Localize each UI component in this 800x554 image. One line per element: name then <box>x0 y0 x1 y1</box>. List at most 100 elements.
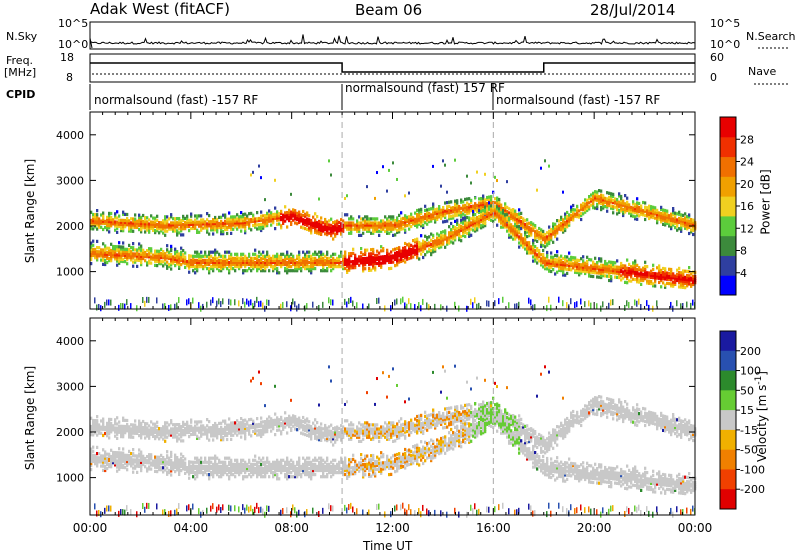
power-cell <box>470 198 473 202</box>
velocity-cell <box>92 418 95 423</box>
power-cell <box>396 251 399 255</box>
power-cell <box>214 222 217 226</box>
power-cell <box>508 225 511 229</box>
power-cell <box>564 255 567 259</box>
power-cell <box>548 233 551 237</box>
power-cell <box>412 249 415 253</box>
velocity-cell <box>124 424 127 429</box>
velocity-cell <box>196 458 199 462</box>
power-cell <box>466 209 469 213</box>
power-cell <box>166 254 169 258</box>
velocity-cell <box>96 460 99 464</box>
velocity-cell <box>194 424 197 428</box>
power-cell <box>318 221 321 226</box>
power-cell <box>116 263 119 267</box>
power-cell <box>404 224 407 228</box>
power-cell <box>516 215 519 219</box>
power-cell <box>532 238 535 243</box>
power-cell <box>142 224 145 228</box>
power-cell <box>630 279 633 283</box>
power-cell <box>242 223 245 227</box>
velocity-cell <box>164 421 167 425</box>
power-cell <box>584 204 587 208</box>
power-cell <box>546 239 549 243</box>
power-cell <box>548 241 551 246</box>
power-cell <box>152 257 155 261</box>
velocity-cell <box>104 425 107 429</box>
power-cell <box>118 222 121 226</box>
power-cell <box>642 209 645 213</box>
power-cell <box>102 219 105 223</box>
power-cell <box>574 256 577 260</box>
power-cell <box>332 262 335 267</box>
power-cell <box>526 218 529 222</box>
power-cell <box>506 229 509 233</box>
power-cell <box>460 235 463 239</box>
power-cell <box>522 221 525 225</box>
power-cell <box>626 258 629 262</box>
power-cell <box>558 219 561 223</box>
power-cell <box>106 224 109 228</box>
velocity-cell <box>176 460 179 464</box>
velocity-cell <box>158 437 161 441</box>
velocity-cell <box>156 461 159 465</box>
power-cell <box>496 215 499 219</box>
power-cell <box>676 278 679 283</box>
power-cell <box>384 255 387 259</box>
power-cell <box>486 202 489 206</box>
power-cell <box>636 205 639 209</box>
power-cell <box>600 199 603 203</box>
velocity-cell <box>188 468 191 472</box>
power-cell <box>258 262 261 267</box>
power-cell <box>618 192 621 196</box>
power-cell <box>650 275 653 279</box>
power-cell <box>202 254 205 258</box>
power-cell <box>330 269 333 273</box>
velocity-cell <box>132 470 135 474</box>
power-cell <box>366 225 369 229</box>
power-cell <box>236 217 239 221</box>
power-cell <box>318 219 321 223</box>
power-cell <box>538 226 541 231</box>
power-cell <box>610 260 613 264</box>
power-cell <box>600 275 603 280</box>
power-cell <box>348 221 351 225</box>
velocity-cell <box>106 456 109 460</box>
power-cell <box>244 258 247 262</box>
power-cell <box>612 267 615 271</box>
power-cell <box>284 262 287 267</box>
power-cell <box>564 261 567 265</box>
velocity-cell <box>106 460 109 464</box>
power-cell <box>106 260 109 265</box>
power-cell <box>480 218 483 222</box>
power-cell <box>172 227 175 231</box>
velocity-cell <box>128 433 131 437</box>
power-cell <box>664 285 667 289</box>
power-cell <box>552 263 555 268</box>
power-cell <box>494 217 497 221</box>
power-cell <box>122 220 125 225</box>
power-cell <box>678 285 681 289</box>
power-cell <box>106 217 109 221</box>
power-cell <box>294 301 296 308</box>
power-cell <box>178 256 181 260</box>
velocity-cell <box>140 428 143 432</box>
power-cell <box>682 271 685 275</box>
velocity-cell <box>164 427 167 431</box>
power-cell <box>246 262 249 267</box>
power-cell <box>112 244 115 249</box>
power-cell <box>324 269 327 273</box>
velocity-cell <box>134 419 137 423</box>
power-cell <box>258 267 261 271</box>
power-cell <box>382 221 385 225</box>
power-cell <box>444 211 447 215</box>
power-cell <box>690 230 693 234</box>
power-cell <box>438 215 441 219</box>
power-cell <box>552 230 555 234</box>
power-cell <box>348 266 351 270</box>
power-cell <box>520 215 523 220</box>
power-cell <box>388 225 391 229</box>
power-cell <box>554 232 557 237</box>
power-cell <box>418 249 421 253</box>
power-cell <box>486 206 489 210</box>
